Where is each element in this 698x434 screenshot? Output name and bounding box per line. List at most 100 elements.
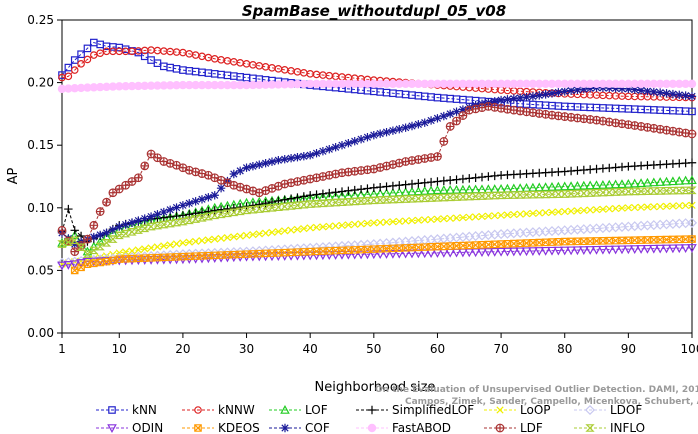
data-point-loop bbox=[605, 205, 613, 213]
data-point-simplifiedlof bbox=[471, 173, 480, 182]
data-point-inflo bbox=[101, 239, 112, 247]
data-point-loop bbox=[421, 216, 429, 224]
data-point-odin bbox=[381, 250, 392, 259]
data-point-ldf bbox=[90, 221, 98, 230]
data-point-loop bbox=[580, 206, 588, 215]
legend-label-cof: COF bbox=[305, 421, 330, 434]
data-point-simplifiedlof bbox=[407, 179, 417, 189]
data-point-inflo bbox=[388, 195, 398, 204]
data-point-lof bbox=[617, 179, 627, 189]
data-point-loop bbox=[128, 247, 136, 255]
data-point-loop bbox=[179, 239, 187, 247]
data-point-cof bbox=[426, 116, 436, 125]
data-point-inflo bbox=[165, 219, 175, 228]
data-point-odin bbox=[572, 246, 583, 256]
data-point-cof bbox=[605, 83, 614, 93]
data-point-ldf bbox=[268, 184, 276, 193]
data-point-loop bbox=[351, 220, 359, 228]
data-point-simplifiedlof bbox=[344, 186, 353, 195]
data-point-inflo bbox=[280, 202, 290, 211]
data-point-cof bbox=[235, 166, 245, 176]
data-point-cof bbox=[325, 145, 334, 154]
y-axis: 0.00 0.05 0.10 0.15 0.20 0.25 bbox=[27, 13, 62, 340]
data-point-cof bbox=[356, 134, 366, 144]
data-point-loop bbox=[650, 203, 658, 211]
data-point-loop bbox=[592, 206, 601, 214]
data-point-simplifiedlof bbox=[64, 204, 73, 214]
data-point-ldf bbox=[134, 173, 143, 182]
data-point-odin bbox=[388, 249, 398, 259]
data-point-inflo bbox=[216, 210, 226, 219]
series-fastabod bbox=[57, 79, 697, 94]
data-point-cof bbox=[318, 147, 328, 156]
data-point-inflo bbox=[184, 216, 194, 225]
data-point-odin bbox=[69, 260, 80, 270]
series-line-knn bbox=[61, 41, 693, 112]
data-point-loop bbox=[459, 213, 467, 222]
data-point-inflo bbox=[477, 192, 487, 200]
data-point-cof bbox=[687, 92, 697, 101]
data-point-cof bbox=[248, 162, 258, 171]
data-point-loop bbox=[268, 228, 276, 236]
data-point-simplifiedlof bbox=[452, 175, 461, 184]
data-point-cof bbox=[102, 228, 111, 238]
data-point-cof bbox=[503, 95, 512, 104]
data-point-odin bbox=[324, 251, 335, 261]
data-point-inflo bbox=[604, 188, 614, 197]
data-point-odin bbox=[502, 247, 513, 257]
data-point-simplifiedlof bbox=[465, 174, 474, 183]
data-point-simplifiedlof bbox=[204, 207, 213, 216]
data-point-inflo bbox=[222, 209, 233, 218]
data-point-loop bbox=[376, 218, 384, 227]
data-point-cof bbox=[382, 127, 391, 137]
data-point-lof bbox=[623, 178, 634, 188]
data-point-loop bbox=[484, 212, 492, 220]
data-point-lof bbox=[604, 179, 615, 189]
data-point-loop bbox=[319, 223, 327, 231]
data-point-cof bbox=[229, 169, 239, 179]
data-point-ldf bbox=[459, 111, 467, 120]
data-point-simplifiedlof bbox=[210, 206, 219, 215]
legend-label-ldof: LDOF bbox=[610, 403, 642, 417]
data-point-simplifiedlof bbox=[414, 179, 423, 188]
legend-item-knn: kNN bbox=[96, 403, 157, 417]
data-point-loop bbox=[344, 221, 352, 229]
data-point-loop bbox=[204, 236, 212, 244]
data-point-kdeos bbox=[350, 246, 359, 254]
data-point-inflo bbox=[655, 187, 665, 195]
data-point-loop bbox=[255, 230, 263, 238]
data-point-cof bbox=[490, 97, 499, 106]
data-point-cof bbox=[675, 90, 684, 100]
data-point-inflo bbox=[248, 205, 258, 214]
data-point-inflo bbox=[674, 186, 684, 195]
data-point-loop bbox=[153, 243, 162, 251]
legend-marker-inflo bbox=[585, 424, 595, 432]
data-point-inflo bbox=[394, 195, 404, 204]
data-point-simplifiedlof bbox=[445, 176, 455, 185]
data-point-ldf bbox=[109, 188, 117, 197]
data-point-loop bbox=[230, 233, 238, 241]
data-point-inflo bbox=[668, 186, 678, 195]
data-point-simplifiedlof bbox=[261, 198, 270, 208]
x-tick-label: 80 bbox=[557, 342, 572, 356]
legend-item-inflo: INFLO bbox=[574, 421, 645, 434]
data-point-inflo bbox=[649, 187, 659, 195]
legend-item-fastabod: FastABOD bbox=[356, 421, 451, 434]
y-tick-label: 0.10 bbox=[27, 201, 54, 215]
data-point-simplifiedlof bbox=[420, 178, 429, 187]
data-point-simplifiedlof bbox=[490, 171, 499, 181]
data-point-ldf bbox=[83, 235, 92, 243]
data-point-lof bbox=[413, 186, 424, 196]
data-point-loop bbox=[370, 219, 378, 227]
data-point-loop bbox=[332, 222, 340, 230]
data-point-simplifiedlof bbox=[293, 193, 302, 202]
data-point-simplifiedlof bbox=[165, 212, 175, 222]
y-tick-label: 0.20 bbox=[27, 76, 54, 90]
data-point-odin bbox=[687, 244, 697, 253]
data-point-lof bbox=[451, 184, 462, 194]
data-point-knn bbox=[153, 59, 162, 67]
data-point-lof bbox=[426, 185, 436, 195]
data-point-inflo bbox=[445, 193, 455, 202]
x-tick-label: 90 bbox=[621, 342, 636, 356]
data-point-ldf bbox=[274, 182, 283, 191]
